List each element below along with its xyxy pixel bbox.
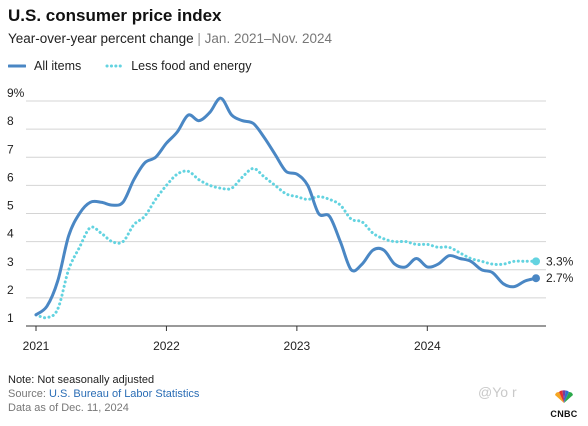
legend-swatch-solid xyxy=(8,64,26,68)
x-tick-label: 2022 xyxy=(153,339,180,353)
y-tick-label: 3 xyxy=(7,255,14,269)
y-tick-label: 4 xyxy=(7,227,14,241)
footer-source: Source: U.S. Bureau of Labor Statistics xyxy=(8,387,199,401)
legend-label-core: Less food and energy xyxy=(131,59,252,73)
source-label: Source: xyxy=(8,388,46,400)
legend-swatch-dotted xyxy=(105,64,124,68)
chart-title: U.S. consumer price index xyxy=(8,6,222,25)
y-tick-label: 1 xyxy=(7,311,14,325)
legend-label-all-items: All items xyxy=(34,59,82,73)
series-line-core xyxy=(34,167,538,320)
footer-as-of: Data as of Dec. 11, 2024 xyxy=(8,402,129,414)
legend-item-core: Less food and energy xyxy=(105,59,251,73)
subtitle-separator: | xyxy=(197,31,201,46)
y-tick-label: 7 xyxy=(7,142,14,156)
series-line-all-items xyxy=(34,96,538,317)
x-tick-label: 2023 xyxy=(284,339,311,353)
cpi-line-chart: 1 2 3 4 5 6 7 8 9% 2021 2022 2023 2024 3.3% 2.7% xyxy=(7,86,574,353)
chart-legend: All items Less food and energy xyxy=(8,59,275,73)
y-tick-label: 6 xyxy=(7,170,14,184)
logo-word: CNBC xyxy=(550,409,578,419)
chart-subtitle: Year-over-year percent change | Jan. 202… xyxy=(8,31,332,46)
peacock-icon xyxy=(555,390,573,403)
cnbc-logo: CNBC xyxy=(548,390,580,419)
x-tick-label: 2021 xyxy=(23,339,50,353)
y-tick-label: 9% xyxy=(7,86,25,100)
x-tick-label: 2024 xyxy=(414,339,441,353)
y-tick-label: 5 xyxy=(7,199,14,213)
y-tick-label: 2 xyxy=(7,283,14,297)
watermark-text: @Yo r xyxy=(478,384,517,400)
subtitle-date-range: Jan. 2021–Nov. 2024 xyxy=(204,31,333,46)
end-label-core: 3.3% xyxy=(546,254,574,268)
end-marker-all-items xyxy=(532,274,540,283)
footer-note: Note: Not seasonally adjusted xyxy=(8,374,155,386)
legend-item-all-items: All items xyxy=(8,59,81,73)
end-marker-core xyxy=(532,257,540,266)
source-link[interactable]: U.S. Bureau of Labor Statistics xyxy=(48,388,200,400)
end-label-all-items: 2.7% xyxy=(546,271,574,285)
subtitle-measure: Year-over-year percent change xyxy=(8,31,194,46)
y-tick-label: 8 xyxy=(7,114,14,128)
